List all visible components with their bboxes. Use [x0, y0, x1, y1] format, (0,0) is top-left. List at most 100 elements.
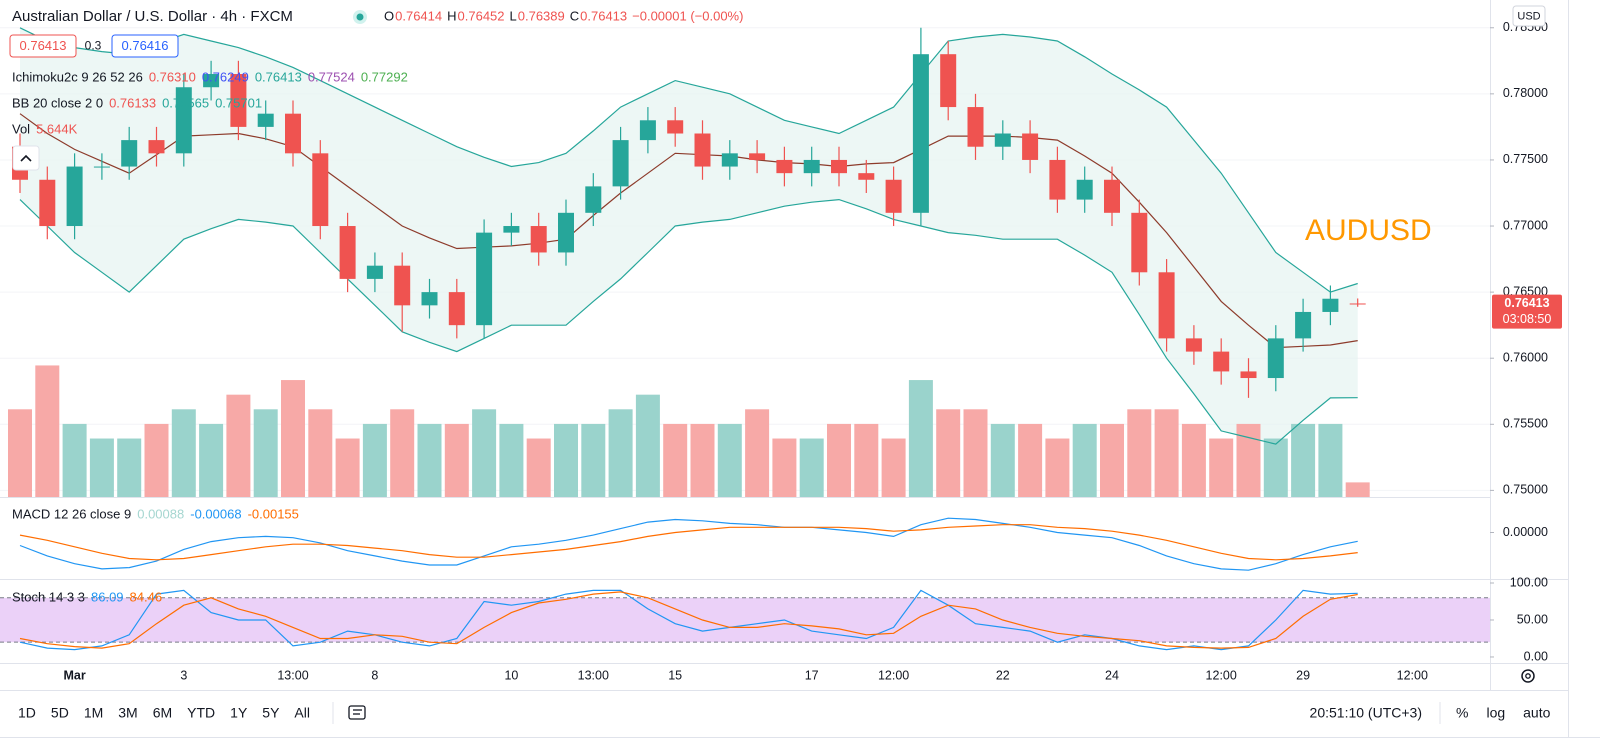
bid-box[interactable]	[9, 34, 77, 58]
compare-frame	[348, 705, 366, 720]
candle-body	[148, 140, 165, 154]
indicator-value: 5.644K	[36, 121, 78, 136]
volume-bar	[171, 409, 196, 497]
volume-bar	[444, 423, 469, 497]
clock: 20:51:10 (UTC+3)	[1310, 705, 1422, 721]
indicator-name: Stoch 14 3 3	[12, 589, 85, 604]
volume-bar	[608, 409, 633, 497]
candle-body	[1049, 159, 1066, 200]
candle-body	[612, 140, 629, 187]
volume-bar	[1345, 482, 1370, 497]
candle-body	[749, 153, 766, 160]
candle-body	[831, 159, 847, 174]
x-tick-label: 10	[504, 668, 518, 682]
candle-body	[558, 212, 574, 253]
volume-bar	[1263, 438, 1288, 497]
ohlc-label: C	[570, 8, 579, 23]
macd-line	[19, 517, 1358, 571]
candle-body	[1322, 298, 1339, 312]
indicator-value: 0.76249	[202, 69, 249, 84]
volume-bar	[390, 409, 415, 497]
x-tick-label: 8	[371, 668, 378, 682]
x-tick-label: 13:00	[578, 668, 609, 682]
indicator-value: 86.09	[91, 589, 124, 604]
scale-option[interactable]: auto	[1523, 705, 1550, 721]
currency-box[interactable]	[1512, 5, 1546, 27]
volume-bar	[8, 409, 32, 497]
bid-price: 0.76413	[20, 38, 67, 53]
indicator-value: 84.46	[130, 589, 163, 604]
range-button[interactable]: All	[294, 705, 310, 721]
volume-bar	[799, 438, 824, 497]
volume-bar	[62, 423, 87, 497]
volume-bar	[117, 438, 142, 497]
volume-bar	[1100, 423, 1124, 497]
volume-bar	[1072, 423, 1097, 497]
indicator-value: 0.77524	[308, 69, 355, 84]
candle-body	[366, 265, 383, 279]
candle-body	[721, 153, 738, 167]
candle-body	[994, 133, 1011, 147]
candle-body	[1131, 212, 1148, 273]
range-button[interactable]: 1D	[18, 705, 36, 721]
indicator-name: MACD 12 26 close 9	[12, 506, 131, 521]
volume-bar	[854, 423, 879, 497]
candle-body	[1022, 133, 1039, 160]
x-tick-label: 17	[805, 668, 819, 682]
collapse-button[interactable]	[12, 145, 40, 171]
scale-option[interactable]: %	[1456, 705, 1468, 721]
candle-body	[1185, 338, 1202, 352]
range-button[interactable]: 6M	[153, 705, 172, 721]
volume-bar	[1018, 423, 1043, 497]
x-tick-label: 12:00	[1206, 668, 1237, 682]
x-tick-label: 24	[1105, 668, 1119, 682]
ohlc-value: 0.76413	[580, 8, 627, 23]
candle-body	[885, 179, 902, 213]
ask-box[interactable]	[111, 34, 179, 58]
ohlc-value: 0.76389	[518, 8, 565, 23]
volume-bar	[1291, 423, 1316, 497]
candle-body	[803, 159, 820, 174]
volume-bar	[362, 423, 387, 497]
y-tick-label: 0.00	[1524, 649, 1548, 663]
range-button[interactable]: 5Y	[262, 705, 280, 721]
volume-bar	[690, 423, 715, 497]
range-button[interactable]: 1Y	[230, 705, 248, 721]
scale-option[interactable]: log	[1486, 705, 1505, 721]
price-tag	[1492, 294, 1562, 329]
volume-bar	[472, 409, 497, 497]
candle-body	[639, 120, 656, 141]
bb-upper	[19, 27, 1358, 293]
volume-bar	[281, 380, 305, 497]
indicator-value: -0.00068	[190, 506, 241, 521]
candle-body	[257, 113, 274, 127]
ask-price: 0.76416	[122, 38, 169, 53]
spread: 0.3	[85, 39, 102, 53]
y-tick-label: 0.78000	[1503, 86, 1548, 100]
candle-body	[39, 179, 56, 227]
x-tick-label: 22	[996, 668, 1010, 682]
y-tick-label: 0.76000	[1503, 351, 1548, 365]
symbol-annotation: AUDUSD	[1305, 214, 1432, 247]
candle-body	[858, 173, 875, 180]
volume-bar	[1209, 438, 1234, 497]
range-button[interactable]: 5D	[51, 705, 69, 721]
candle-body	[93, 166, 110, 168]
candle-body	[1104, 179, 1120, 213]
x-tick-label: 12:00	[878, 668, 909, 682]
indicator-value: 0.76413	[255, 69, 302, 84]
volume-bar	[772, 438, 797, 497]
price-change: −0.00001 (−0.00%)	[632, 8, 743, 23]
settings-hub	[1525, 673, 1531, 679]
range-button[interactable]: YTD	[187, 705, 215, 721]
x-tick-label: 29	[1296, 668, 1310, 682]
settings-icon[interactable]	[1521, 669, 1535, 683]
volume-bar	[908, 380, 933, 497]
ohlc-value: 0.76414	[395, 8, 442, 23]
candle-body	[694, 133, 711, 167]
range-button[interactable]: 1M	[84, 705, 103, 721]
compare-icon[interactable]	[348, 705, 366, 720]
range-button[interactable]: 3M	[118, 705, 137, 721]
indicator-name: BB 20 close 2 0	[12, 95, 103, 110]
